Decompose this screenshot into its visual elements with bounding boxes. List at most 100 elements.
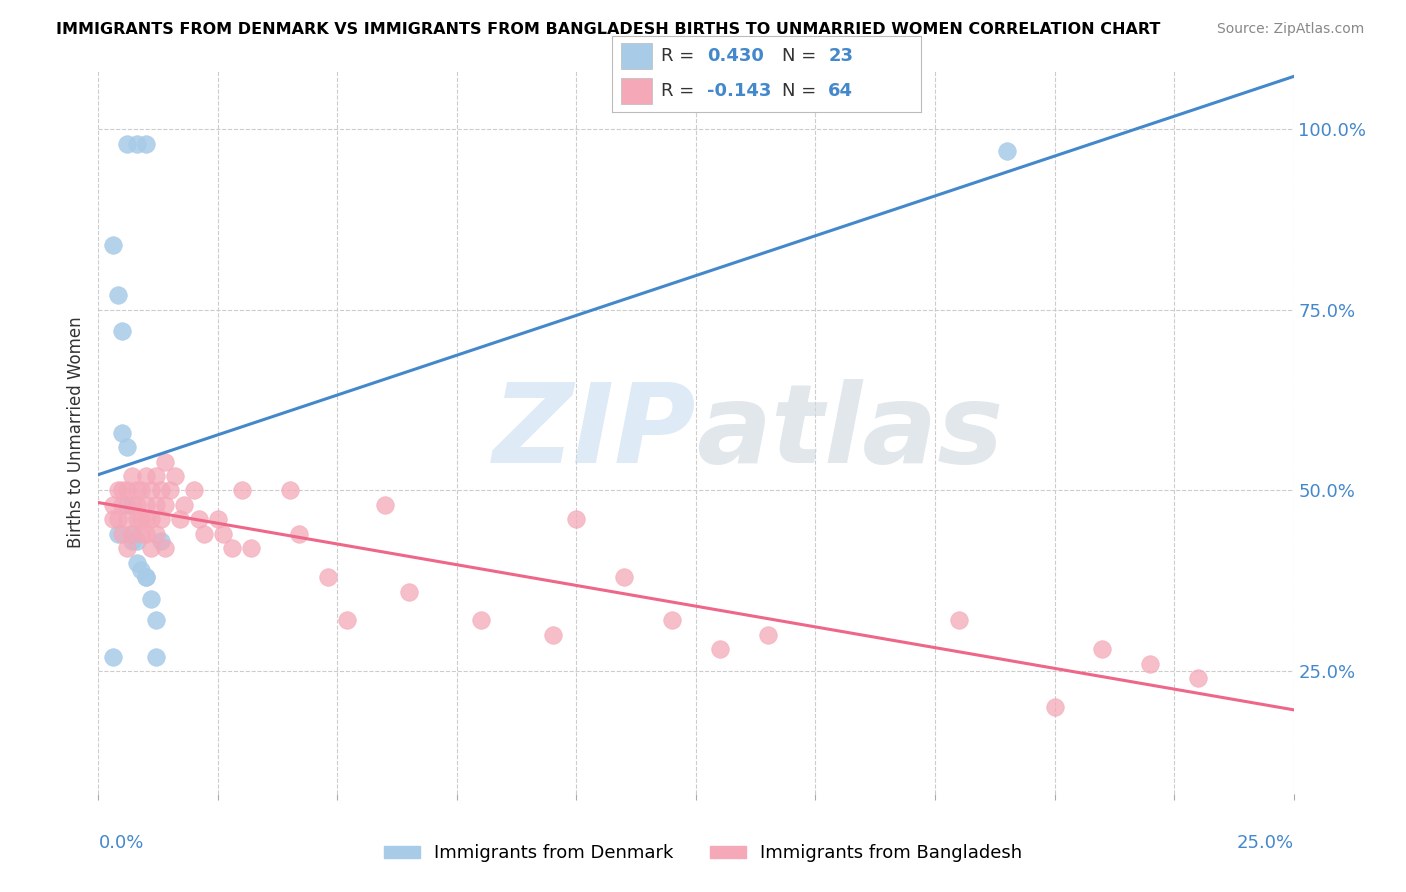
Point <box>149 512 172 526</box>
Point <box>661 614 683 628</box>
Point <box>115 440 138 454</box>
Point <box>149 483 172 498</box>
Point <box>121 526 143 541</box>
Point <box>211 526 233 541</box>
Y-axis label: Births to Unmarried Women: Births to Unmarried Women <box>66 317 84 549</box>
Point <box>111 325 134 339</box>
Point <box>115 498 138 512</box>
Point <box>115 512 138 526</box>
Point <box>139 591 162 606</box>
Point <box>125 483 148 498</box>
Point <box>135 526 157 541</box>
Point <box>187 512 209 526</box>
Point <box>139 483 162 498</box>
Point <box>121 526 143 541</box>
Point <box>316 570 339 584</box>
Point <box>101 498 124 512</box>
Text: IMMIGRANTS FROM DENMARK VS IMMIGRANTS FROM BANGLADESH BIRTHS TO UNMARRIED WOMEN : IMMIGRANTS FROM DENMARK VS IMMIGRANTS FR… <box>56 22 1160 37</box>
Point <box>121 498 143 512</box>
Text: N =: N = <box>782 82 821 100</box>
Point <box>131 512 153 526</box>
Point <box>613 570 636 584</box>
Text: 23: 23 <box>828 47 853 65</box>
Point <box>121 469 143 483</box>
Point <box>155 454 177 468</box>
Point <box>125 136 148 151</box>
Point <box>231 483 253 498</box>
Point <box>135 570 157 584</box>
Point <box>207 512 229 526</box>
Point <box>183 483 205 498</box>
Point <box>125 498 148 512</box>
Point <box>135 570 157 584</box>
Point <box>278 483 301 498</box>
Point <box>541 628 564 642</box>
Text: 25.0%: 25.0% <box>1236 834 1294 852</box>
Point <box>115 136 138 151</box>
Point <box>121 533 143 548</box>
Text: -0.143: -0.143 <box>707 82 772 100</box>
FancyBboxPatch shape <box>621 78 652 104</box>
Point <box>107 512 129 526</box>
Point <box>193 526 215 541</box>
Point <box>125 556 148 570</box>
Point <box>145 469 167 483</box>
Point <box>107 526 129 541</box>
Text: N =: N = <box>782 47 821 65</box>
Point <box>169 512 191 526</box>
Text: R =: R = <box>661 47 700 65</box>
Point <box>336 614 359 628</box>
Point <box>149 533 172 548</box>
Point <box>111 498 134 512</box>
Point <box>145 649 167 664</box>
Point <box>125 533 148 548</box>
Point <box>101 237 124 252</box>
Point <box>135 469 157 483</box>
Point <box>470 614 492 628</box>
Point <box>131 483 153 498</box>
Point <box>135 498 157 512</box>
FancyBboxPatch shape <box>621 44 652 69</box>
Point <box>756 628 779 642</box>
Point <box>145 614 167 628</box>
Point <box>111 483 134 498</box>
Point <box>145 526 167 541</box>
Point <box>135 136 157 151</box>
Point <box>709 642 731 657</box>
Point <box>398 584 420 599</box>
Text: 64: 64 <box>828 82 853 100</box>
Point <box>131 563 153 577</box>
Point <box>101 649 124 664</box>
Point <box>101 512 124 526</box>
Text: 0.0%: 0.0% <box>98 834 143 852</box>
Point <box>145 498 167 512</box>
Point <box>995 144 1018 158</box>
Point <box>374 498 396 512</box>
Point <box>221 541 243 556</box>
Point <box>173 498 195 512</box>
Point <box>1043 700 1066 714</box>
Point <box>111 526 134 541</box>
Point <box>1187 671 1209 685</box>
Point <box>1139 657 1161 671</box>
Point <box>240 541 263 556</box>
Text: ZIP: ZIP <box>492 379 696 486</box>
Point <box>111 425 134 440</box>
Point <box>1091 642 1114 657</box>
Point <box>107 483 129 498</box>
Text: R =: R = <box>661 82 700 100</box>
Text: 0.430: 0.430 <box>707 47 765 65</box>
Point <box>155 498 177 512</box>
Point <box>159 483 181 498</box>
Point <box>948 614 970 628</box>
Point <box>107 288 129 302</box>
Point <box>125 512 148 526</box>
Point <box>155 541 177 556</box>
Point <box>163 469 186 483</box>
Point <box>139 512 162 526</box>
Point <box>139 541 162 556</box>
Point <box>115 483 138 498</box>
Point <box>115 541 138 556</box>
Text: atlas: atlas <box>696 379 1004 486</box>
Text: Source: ZipAtlas.com: Source: ZipAtlas.com <box>1216 22 1364 37</box>
